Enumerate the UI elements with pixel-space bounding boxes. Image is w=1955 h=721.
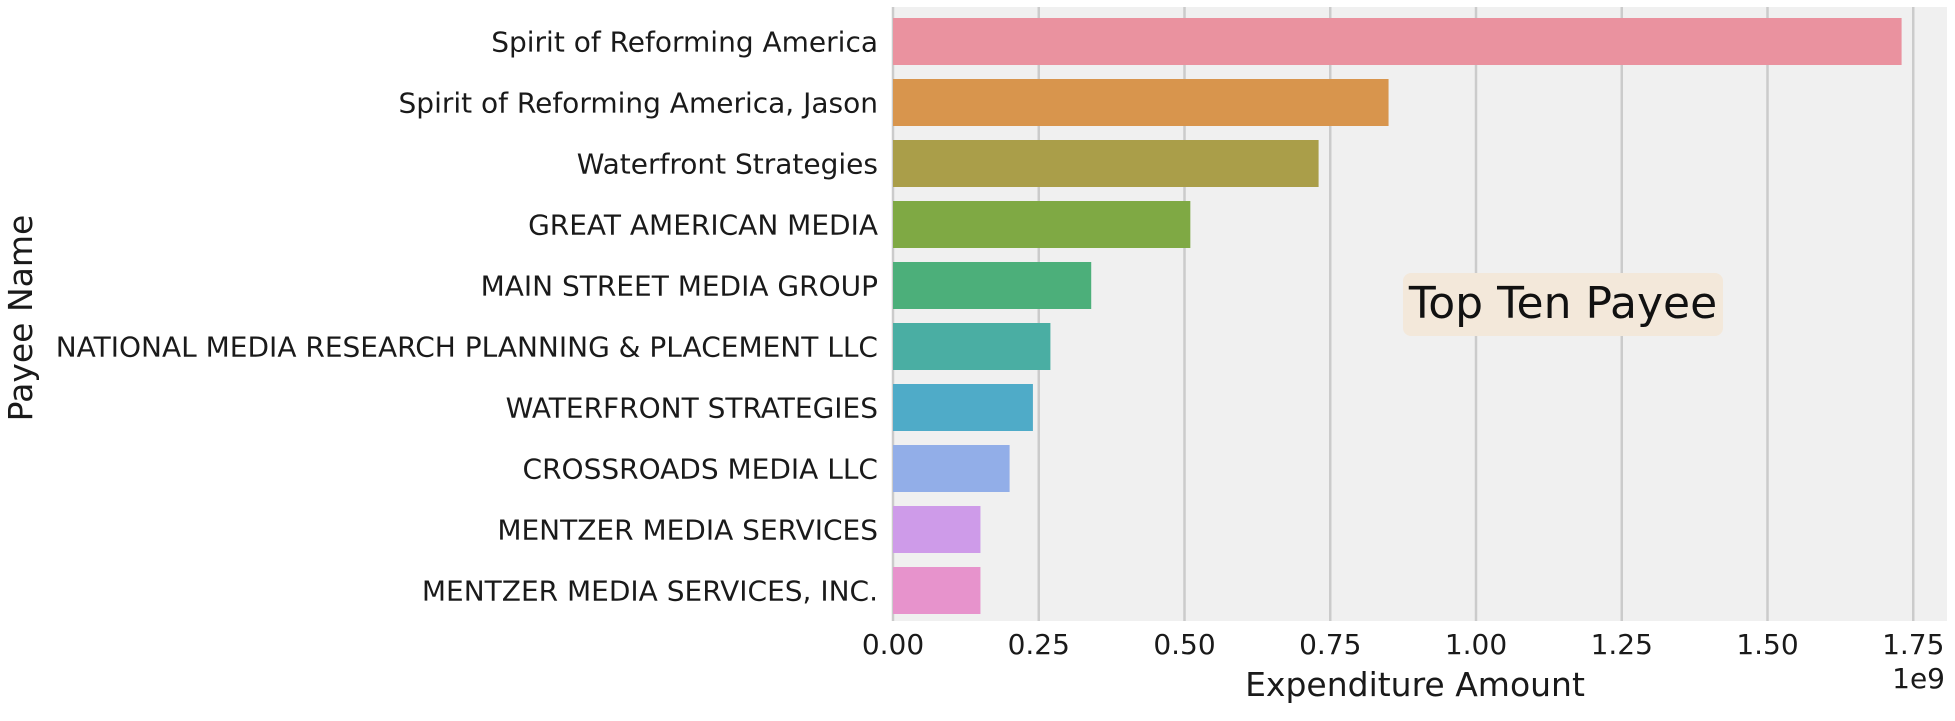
y-tick-label: MENTZER MEDIA SERVICES — [497, 514, 878, 547]
bar — [893, 323, 1051, 370]
bar — [893, 79, 1389, 126]
x-axis-offset-label: 1e9 — [1892, 662, 1945, 695]
y-axis-title: Payee Name — [1, 215, 40, 422]
x-tick-label: 1.25 — [1591, 628, 1653, 661]
bar — [893, 140, 1319, 187]
x-tick-label: 0.25 — [1008, 628, 1070, 661]
bar — [893, 506, 981, 553]
y-tick-label: NATIONAL MEDIA RESEARCH PLANNING & PLACE… — [56, 331, 878, 364]
x-tick-label: 0.75 — [1299, 628, 1361, 661]
y-tick-label: Waterfront Strategies — [577, 148, 878, 181]
x-tick-label: 1.50 — [1736, 628, 1798, 661]
bar — [893, 567, 981, 614]
y-tick-label: Spirit of Reforming America, Jason — [399, 87, 878, 120]
bar — [893, 201, 1191, 248]
y-tick-label: GREAT AMERICAN MEDIA — [528, 209, 878, 242]
bar — [893, 18, 1902, 65]
x-tick-label: 1.00 — [1445, 628, 1507, 661]
x-tick-labels: 0.00 0.25 0.50 0.75 1.00 1.25 1.50 1.75 — [862, 628, 1945, 661]
bar — [893, 445, 1010, 492]
x-axis-title: Expenditure Amount — [1245, 665, 1585, 704]
y-tick-label: WATERFRONT STRATEGIES — [506, 392, 878, 425]
annotation-box: Top Ten Payee — [1403, 273, 1723, 336]
y-tick-labels: Spirit of Reforming America Spirit of Ref… — [56, 26, 878, 608]
bars — [893, 18, 1902, 614]
y-tick-label: CROSSROADS MEDIA LLC — [523, 453, 878, 486]
bar — [893, 262, 1092, 309]
y-tick-label: Spirit of Reforming America — [491, 26, 878, 59]
annotation-text: Top Ten Payee — [1408, 278, 1717, 329]
x-tick-label: 0.00 — [862, 628, 924, 661]
y-tick-label: MAIN STREET MEDIA GROUP — [481, 270, 878, 303]
x-tick-label: 1.75 — [1882, 628, 1944, 661]
annotation-background — [1403, 273, 1723, 336]
y-tick-label: MENTZER MEDIA SERVICES, INC. — [422, 575, 878, 608]
x-tick-label: 0.50 — [1153, 628, 1215, 661]
bar — [893, 384, 1033, 431]
